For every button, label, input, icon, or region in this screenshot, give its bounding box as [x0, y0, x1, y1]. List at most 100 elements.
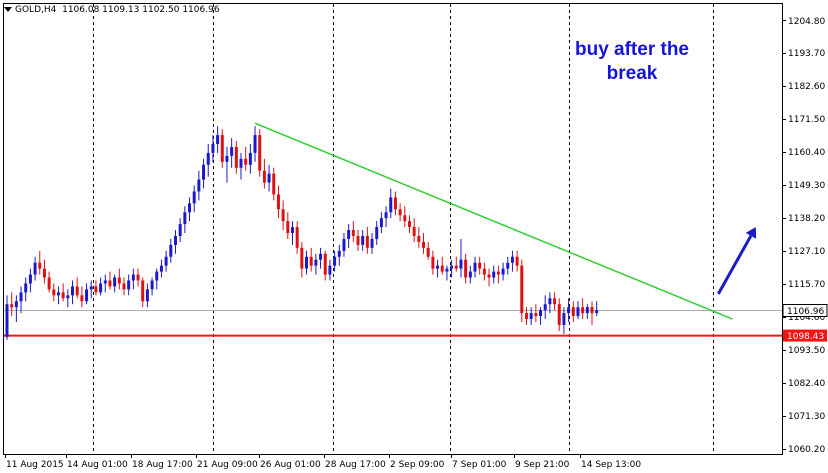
candle: [28, 268, 32, 293]
candle-body: [272, 173, 276, 195]
candle-body: [131, 274, 135, 281]
candle: [351, 221, 355, 242]
candle-body: [478, 262, 482, 269]
y-tick-label: 1160.40: [788, 148, 825, 158]
y-tick-label: 1071.30: [788, 412, 825, 422]
candle-body: [506, 262, 510, 269]
candle-body: [365, 235, 369, 248]
candle-body: [431, 256, 435, 269]
candle-body: [89, 286, 93, 290]
candle-body: [117, 277, 121, 284]
current-price-box: 1106.96: [782, 304, 828, 317]
candle: [398, 203, 402, 222]
candle: [384, 206, 388, 228]
candle: [169, 238, 173, 263]
candle: [539, 307, 543, 325]
annotation-line-1: buy after the: [574, 39, 690, 60]
candle-body: [248, 152, 252, 165]
candle-body: [127, 280, 131, 290]
candle-body: [333, 256, 337, 266]
candle-body: [42, 268, 46, 278]
candle: [94, 280, 98, 296]
x-tick-marks: [5, 454, 581, 458]
candle-body: [244, 158, 248, 165]
candle-body: [262, 170, 266, 183]
candle-body: [351, 230, 355, 236]
candle-body: [38, 262, 42, 269]
candle: [188, 197, 192, 222]
candle-body: [492, 271, 496, 278]
arrow-shaft: [717, 235, 753, 295]
candle-body: [28, 274, 32, 284]
candle-body: [267, 173, 271, 183]
candle: [492, 265, 496, 284]
candle-body: [216, 135, 220, 145]
candle: [75, 277, 79, 299]
candle: [211, 135, 215, 162]
candle: [173, 230, 177, 254]
candle-body: [108, 280, 112, 287]
candle-body: [403, 215, 407, 222]
candle: [122, 277, 126, 296]
candle: [319, 247, 323, 269]
candle-body: [422, 241, 426, 248]
chart-header: GOLD,H4 1106.08 1109.13 1102.50 1106.96: [4, 5, 220, 15]
candle-body: [276, 194, 280, 210]
candle: [300, 241, 304, 278]
candle: [323, 250, 327, 281]
candle: [571, 301, 575, 323]
candle: [33, 256, 37, 281]
candle-body: [188, 203, 192, 213]
candle: [52, 283, 56, 302]
candle-body: [103, 280, 107, 284]
candle-body: [94, 286, 98, 293]
candle-body: [5, 304, 9, 337]
candle-body: [571, 307, 575, 317]
candle: [295, 221, 299, 254]
x-tick-label: 28 Aug 17:00: [325, 460, 386, 470]
x-tick-label: 21 Aug 09:00: [197, 460, 258, 470]
candle-body: [595, 310, 599, 314]
candle: [337, 244, 341, 266]
candle: [117, 268, 121, 290]
candle: [216, 126, 220, 153]
candle-body: [99, 283, 103, 293]
candle-body: [113, 277, 117, 287]
candle-body: [141, 280, 145, 302]
candle-body: [183, 212, 187, 225]
candle: [562, 307, 566, 334]
candle: [581, 298, 585, 320]
candle: [407, 215, 411, 234]
candle: [393, 191, 397, 216]
candle: [595, 301, 599, 317]
candle: [286, 212, 290, 239]
candle-body: [501, 268, 505, 275]
candle: [567, 298, 571, 323]
candle-body: [389, 197, 393, 213]
candle: [515, 250, 519, 272]
candle: [220, 129, 224, 168]
candle-body: [145, 289, 149, 302]
candle-body: [459, 259, 463, 269]
candle-body: [159, 265, 163, 272]
x-tick-label: 18 Aug 17:00: [132, 460, 193, 470]
candle: [314, 253, 318, 275]
candle-body: [202, 164, 206, 180]
y-tick-label: 1060.20: [788, 445, 825, 455]
candle-body: [482, 268, 486, 275]
candle: [379, 212, 383, 234]
candles: [5, 126, 599, 340]
candle-body: [543, 304, 547, 311]
candle: [473, 256, 477, 278]
candle: [281, 200, 285, 231]
candle: [108, 271, 112, 290]
candle-body: [155, 271, 159, 281]
candle-body: [61, 292, 65, 299]
dropdown-icon[interactable]: [4, 7, 12, 12]
candle: [529, 307, 533, 325]
y-tick-label: 1104.60: [788, 313, 825, 323]
candle: [225, 146, 229, 183]
candle: [272, 167, 276, 201]
candle: [192, 185, 196, 213]
candle-body: [239, 158, 243, 168]
